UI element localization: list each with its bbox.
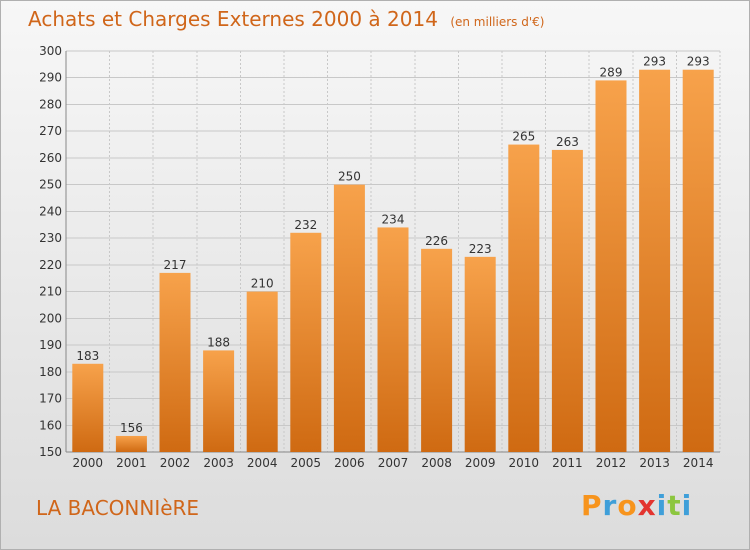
value-label-2005: 232 (294, 218, 317, 232)
y-tick-label: 280 (39, 97, 62, 111)
value-label-2007: 234 (382, 212, 405, 226)
bar-2004 (246, 291, 278, 452)
bars (72, 69, 714, 453)
y-tick-label: 300 (39, 44, 62, 58)
bar-2014 (682, 69, 714, 453)
y-tick-label: 180 (39, 365, 62, 379)
logo-letter: i (656, 489, 668, 522)
y-tick-label: 160 (39, 418, 62, 432)
chart-title: Achats et Charges Externes 2000 à 2014 (… (28, 7, 544, 31)
x-tick-label-2011: 2011 (552, 456, 583, 470)
x-tick-label-2003: 2003 (203, 456, 234, 470)
x-tick-label-2002: 2002 (160, 456, 191, 470)
value-label-2004: 210 (251, 277, 274, 291)
bar-2001 (115, 435, 147, 452)
logo-letter: i (681, 489, 693, 522)
bar-2007 (377, 227, 409, 452)
bar-2012 (595, 80, 627, 452)
bar-2008 (421, 248, 453, 452)
chart-title-text: Achats et Charges Externes 2000 à 2014 (28, 7, 438, 31)
y-tick-label: 260 (39, 151, 62, 165)
value-label-2014: 293 (687, 55, 710, 69)
value-label-2012: 289 (600, 65, 623, 79)
logo-letter: t (667, 489, 682, 522)
value-label-2001: 156 (120, 421, 143, 435)
value-label-2006: 250 (338, 170, 361, 184)
bar-2000 (72, 363, 104, 452)
x-tick-label-2005: 2005 (291, 456, 322, 470)
x-tick-label-2004: 2004 (247, 456, 278, 470)
logo-letter: o (617, 489, 638, 522)
x-tick-label-2014: 2014 (683, 456, 714, 470)
bar-2010 (508, 144, 540, 453)
logo-letter: P (581, 489, 603, 522)
bar-2013 (639, 69, 671, 453)
proxiti-logo: Proxiti (581, 489, 692, 522)
x-tick-label-2010: 2010 (509, 456, 540, 470)
x-tick-label-2013: 2013 (639, 456, 670, 470)
y-tick-label: 290 (39, 71, 62, 85)
y-tick-label: 170 (39, 392, 62, 406)
value-label-2011: 263 (556, 135, 579, 149)
y-tick-label: 250 (39, 178, 62, 192)
y-tick-label: 240 (39, 204, 62, 218)
value-label-2009: 223 (469, 242, 492, 256)
chart-unit: (en milliers d'€) (450, 15, 545, 29)
x-tick-label-2012: 2012 (596, 456, 627, 470)
y-tick-label: 190 (39, 338, 62, 352)
bar-2002 (159, 272, 191, 452)
value-label-2013: 293 (643, 55, 666, 69)
value-label-2008: 226 (425, 234, 448, 248)
y-tick-label: 220 (39, 258, 62, 272)
x-tick-label-2001: 2001 (116, 456, 147, 470)
logo-letter: r (602, 489, 618, 522)
y-tick-label: 150 (39, 445, 62, 459)
logo-letter: x (637, 489, 657, 522)
value-label-2003: 188 (207, 335, 230, 349)
y-tick-label: 270 (39, 124, 62, 138)
x-tick-label-2009: 2009 (465, 456, 496, 470)
value-label-2002: 217 (164, 258, 187, 272)
x-tick-label-2008: 2008 (421, 456, 452, 470)
bar-2009 (464, 256, 496, 452)
bar-2005 (290, 232, 322, 452)
commune-name: LA BACONNIèRE (36, 496, 200, 520)
labels: 150 160 170 180 190 200 210 220 230 240 250 260 270 2… (39, 44, 713, 470)
x-tick-label-2000: 2000 (73, 456, 104, 470)
x-tick-label-2007: 2007 (378, 456, 409, 470)
value-label-2000: 183 (76, 349, 99, 363)
y-tick-label: 200 (39, 311, 62, 325)
x-tick-label-2006: 2006 (334, 456, 365, 470)
bar-2006 (333, 184, 365, 452)
value-label-2010: 265 (512, 130, 535, 144)
y-tick-label: 230 (39, 231, 62, 245)
y-tick-label: 210 (39, 285, 62, 299)
bar-2011 (551, 149, 583, 452)
bar-2003 (203, 350, 235, 452)
